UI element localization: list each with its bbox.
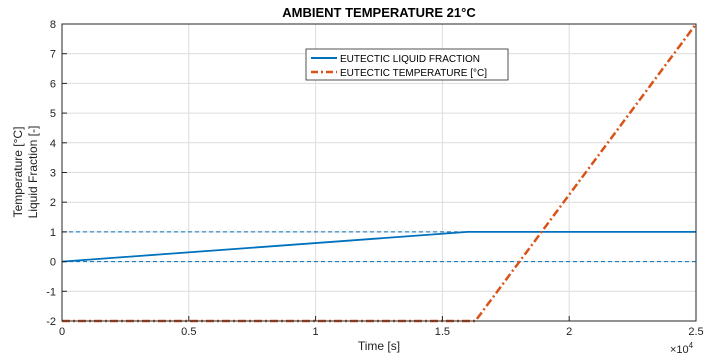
y-tick-label: 8 <box>50 19 56 31</box>
y-tick-label: 1 <box>50 227 56 239</box>
legend-label-temperature: EUTECTIC TEMPERATURE [°C] <box>340 68 487 79</box>
legend-label-liquid-fraction: EUTECTIC LIQUID FRACTION <box>340 54 480 65</box>
x-axis-label: Time [s] <box>358 339 400 353</box>
y-tick-label: 3 <box>50 168 56 180</box>
x-axis-exponent-base: ×10 <box>670 344 689 356</box>
x-axis-exponent-power: 4 <box>689 341 694 350</box>
series-lines <box>61 23 698 323</box>
y-tick-label: 0 <box>50 257 56 269</box>
chart-title: AMBIENT TEMPERATURE 21°C <box>282 5 476 20</box>
legend-box <box>305 48 509 81</box>
y-tick-label: 7 <box>50 49 56 61</box>
y-tick-label: -2 <box>46 316 56 328</box>
x-tick-label: 2 <box>566 326 572 338</box>
series-line-liquid-fraction <box>61 230 696 263</box>
y-tick-label: 4 <box>50 138 56 150</box>
x-tick-label: 1 <box>313 326 319 338</box>
x-tick-label: 1.5 <box>435 326 450 338</box>
y-tick-label: 2 <box>50 197 56 209</box>
y-tick-labels: -2 -1 0 1 2 3 4 5 6 7 8 <box>46 19 67 328</box>
series-line-temperature <box>62 23 698 323</box>
x-tick-label: 2.5 <box>688 326 703 338</box>
y-tick-label: -1 <box>46 286 56 298</box>
x-tick-labels: 0 0.5 1 1.5 2 2.5 <box>59 316 704 338</box>
y-tick-label: 5 <box>50 108 56 120</box>
x-axis-exponent: ×104 <box>670 341 694 356</box>
y-axis-label-temperature: Temperature [°C] <box>11 127 25 218</box>
y-tick-label: 6 <box>50 78 56 90</box>
x-tick-label: 0.5 <box>181 326 196 338</box>
y-axis-label-liquid-fraction: Liquid Fraction [-] <box>26 126 40 219</box>
x-tick-label: 0 <box>59 326 65 338</box>
legend: EUTECTIC LIQUID FRACTION EUTECTIC TEMPER… <box>305 48 509 81</box>
